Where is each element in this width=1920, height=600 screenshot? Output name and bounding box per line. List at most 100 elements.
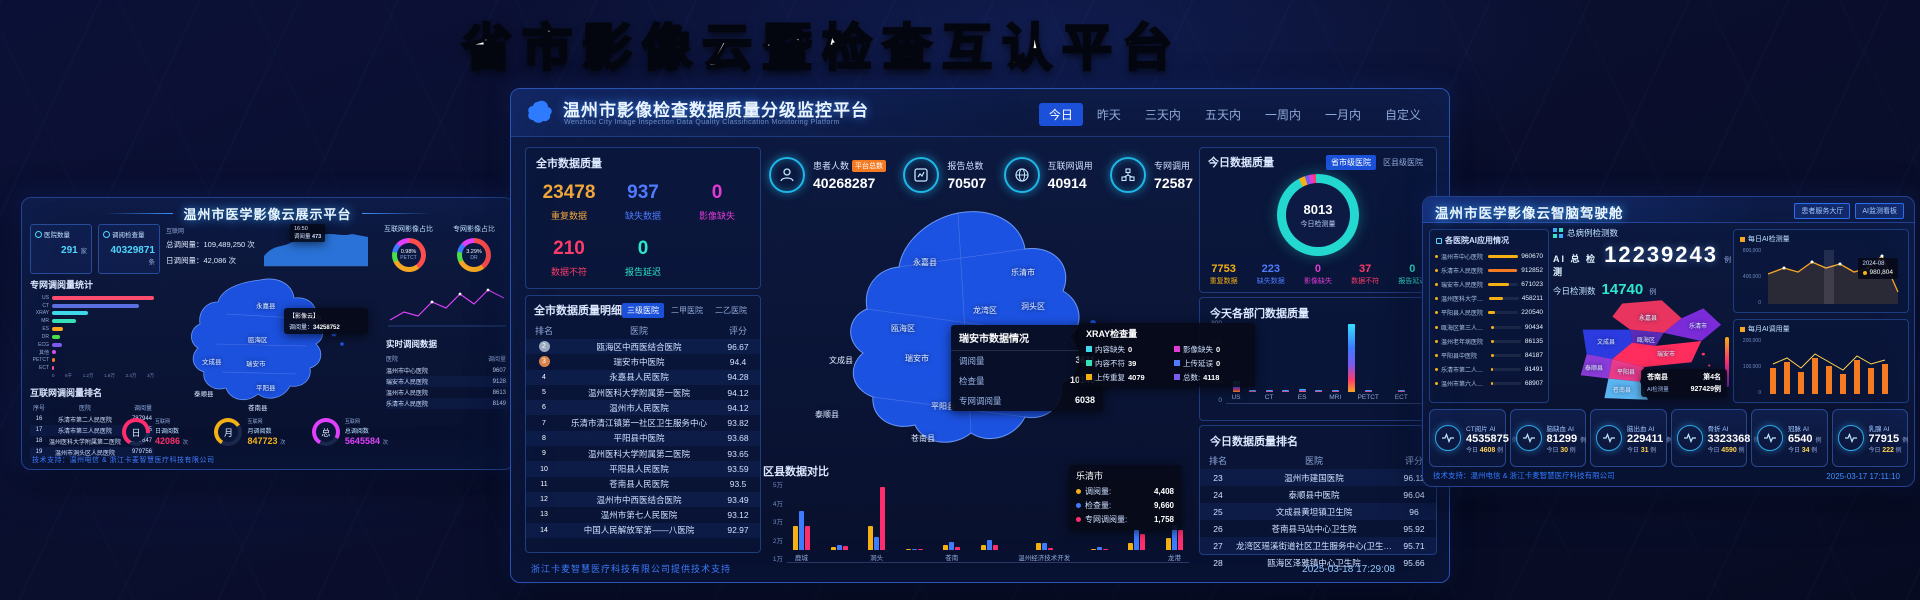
hbar-label: 其他 (38, 349, 49, 356)
hospital-scope-tabs: 省市级医院 区县级医院 (1326, 154, 1428, 170)
today-stat: 223 缺失数据 (1257, 263, 1285, 286)
region-label: 泰顺县 (1585, 366, 1604, 372)
legend-icon (1740, 326, 1745, 332)
stat-label: 重复数据 (550, 211, 587, 221)
daily-calls-value: 42,086 次 (203, 256, 237, 265)
card-title: 全市数据质量 (536, 158, 602, 170)
usage-value: 68907 (1524, 380, 1543, 388)
level-tab[interactable]: 三级医院 (622, 302, 664, 318)
right-panel-title: 温州市医学影像云智脑驾驶舱 (1435, 206, 1624, 221)
date-tab[interactable]: 五天内 (1204, 108, 1241, 122)
bullet-icon (1435, 368, 1438, 372)
gauge-char: 月 (218, 422, 239, 442)
bar-diaoyue (1165, 537, 1171, 550)
table-row: 瑞安市人民医院 9128 (386, 376, 508, 387)
level-tab[interactable]: 二甲医院 (671, 305, 703, 315)
gauge-sub: 总调阅数 (344, 429, 369, 435)
today-donut: 8013 今日检测量 (1277, 174, 1359, 256)
bar-diaoyue (1035, 543, 1041, 550)
date-tab[interactable]: 一周内 (1264, 108, 1301, 122)
date-tab[interactable]: 自定义 (1384, 108, 1421, 122)
date-tab[interactable]: 三天内 (1144, 108, 1181, 122)
scope-tab[interactable]: 区县级医院 (1383, 157, 1423, 167)
chart-title: 区县数据对比 (763, 466, 829, 478)
scope-tab[interactable]: 省市级医院 (1326, 154, 1376, 170)
bar-group (980, 483, 998, 562)
ai-card-today-value: 34 (1801, 446, 1810, 454)
bar-jiancha (799, 511, 804, 550)
ai-card-label: 骨折 AI (1707, 425, 1729, 433)
hbar-bar (52, 334, 61, 339)
kpi-badge: 平台总数 (852, 159, 887, 172)
level-tab[interactable]: 二乙医院 (715, 305, 747, 315)
usage-value: 90434 (1524, 323, 1543, 331)
bar-group: 鹿城 (793, 483, 810, 562)
date-tab[interactable]: 昨天 (1096, 108, 1121, 122)
today-count-value: 14740 (1601, 281, 1644, 298)
bar-diaoyue (830, 547, 836, 550)
xtick: 3万 (146, 372, 154, 378)
usage-bar (1491, 353, 1494, 357)
usage-bar (1491, 325, 1494, 329)
hospital-name: 乐清市人民医院 (1441, 268, 1484, 275)
tooltip-value: 473 (312, 234, 322, 240)
total-gauge: 总 互联网 总调阅数 5645584 次 (311, 418, 388, 446)
ai-card-label: CT阅片 AI (1466, 425, 1496, 433)
hbar-bar (52, 358, 56, 363)
kpi-label: 报告总数 (947, 161, 984, 171)
score-value: 94.28 (727, 372, 749, 383)
usage-bar (1488, 297, 1504, 301)
citywide-detail-card: 全市数据质量明细 三级医院 二甲医院 二乙医院 排名 医院 评分 2 瓯海区中西医结… (525, 295, 761, 553)
bullet-icon (1435, 282, 1438, 286)
bar-group (1090, 483, 1108, 562)
region-label: 泰顺县 (815, 410, 839, 419)
hbar-chart: US CT XRAY MR ES DR (30, 294, 154, 372)
rank-badge: 13 (540, 511, 548, 519)
left-column: 专网调阅量统计 US CT XRAY MR ES (30, 278, 154, 458)
bar-chart-svg (1770, 353, 1888, 394)
bar-jiancha (949, 541, 955, 550)
usage-value: 86135 (1524, 337, 1543, 345)
bullet-icon (1435, 297, 1438, 301)
hospital-name: 温州医科大学附属第一医院 (587, 387, 690, 398)
rank-badge: 3 (538, 356, 550, 368)
hbar-xticks: 0 6千 1.2万 1.8万 2.4万 3万 (52, 373, 154, 379)
center-footer-support: 浙江卡麦智慧医疗科技有限公司提供技术支持 (531, 564, 732, 574)
total-calls-label: 总调阅量： (166, 240, 204, 249)
hbar-label: US (42, 294, 49, 301)
rank-badge: 14 (540, 526, 548, 534)
center-footer-timestamp: 2025-03-18 17:29:08 (1302, 564, 1395, 575)
kpi-label: 专网调用 (1154, 161, 1191, 171)
table-row: 10 平阳县人民医院 93.59 (526, 461, 760, 477)
legend-icon (1740, 236, 1745, 242)
region-label: 乐清市 (1011, 268, 1035, 277)
group-label: 龙港 (1167, 555, 1181, 562)
tooltip-date: 2024-08 (1862, 261, 1885, 267)
ytick: 0 (1758, 300, 1761, 306)
hbar-row: ECG (30, 341, 154, 349)
hospital-name: 平阳县中医院 (613, 433, 665, 444)
tooltip-row: 检查量: 9,660 (1076, 498, 1174, 512)
card-title: 今日数据质量 (1208, 157, 1274, 169)
usage-bar (1488, 268, 1517, 272)
ai-kpi-cards: CT阅片 AI 4535875 例 今日 4608 例 脑缺血 AI 81299… (1429, 409, 1908, 467)
gauge-label: 互联网 (344, 419, 360, 425)
table-row: 6 温州市人民医院 94.12 (526, 400, 760, 416)
stat-box-value: 291 (61, 245, 78, 256)
hospital-name: 文成县黄坦镇卫生院 (1275, 506, 1353, 517)
date-tab[interactable]: 今日 (1038, 103, 1083, 126)
dept-label: PETCT (1357, 394, 1379, 401)
ai-board-button[interactable]: AI监测看板 (1855, 203, 1904, 219)
hospital-name: 温州市中心医院 (1441, 254, 1484, 261)
gauge-sub: 月调阅数 (247, 429, 272, 435)
dept-bar: MRI (1329, 324, 1341, 403)
right-panel-ai-cockpit: 温州市医学影像云智脑驾驶舱 患者服务大厅 AI监测看板 各医院AI应用情况 温州… (1422, 196, 1915, 487)
region-label: 永嘉县 (913, 258, 937, 267)
tooltip-item: 上传延误 0 (1167, 356, 1255, 370)
bar-zhuanwang (842, 545, 848, 550)
hospital-icon (35, 230, 42, 238)
region-label: 苍南县 (248, 405, 268, 412)
date-tab[interactable]: 一月内 (1324, 108, 1361, 122)
rank-badge: 11 (540, 480, 548, 488)
patient-hall-button[interactable]: 患者服务大厅 (1794, 203, 1851, 219)
